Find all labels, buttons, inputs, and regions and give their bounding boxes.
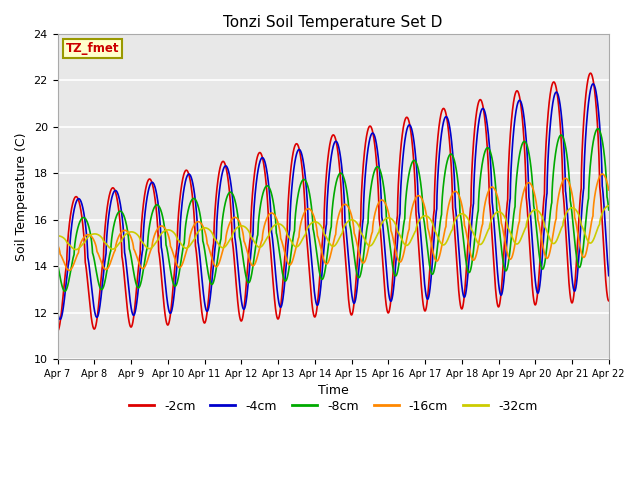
Title: Tonzi Soil Temperature Set D: Tonzi Soil Temperature Set D (223, 15, 443, 30)
Text: TZ_fmet: TZ_fmet (66, 42, 119, 55)
Legend: -2cm, -4cm, -8cm, -16cm, -32cm: -2cm, -4cm, -8cm, -16cm, -32cm (124, 395, 542, 418)
Y-axis label: Soil Temperature (C): Soil Temperature (C) (15, 132, 28, 261)
X-axis label: Time: Time (318, 384, 349, 397)
